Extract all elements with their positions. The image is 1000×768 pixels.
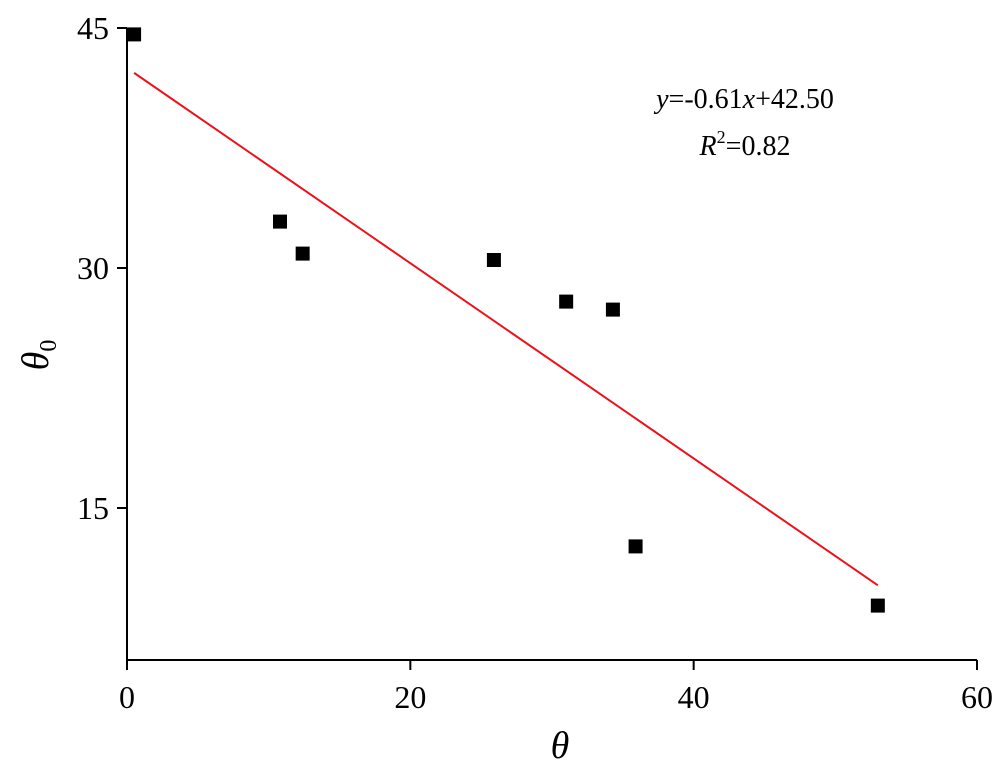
x-tick-label: 40 xyxy=(678,679,710,715)
data-point-4 xyxy=(486,253,501,267)
y-axis-label-main: θ xyxy=(15,352,57,371)
svg-text:θ0: θ0 xyxy=(15,340,62,371)
data-point-8 xyxy=(870,598,885,613)
x-tick-label: 0 xyxy=(119,679,135,715)
fit-line-group xyxy=(133,72,879,587)
y-tick-label: 45 xyxy=(77,10,109,46)
data-point-5 xyxy=(559,294,574,309)
x-axis-label: θ xyxy=(551,725,570,767)
data-points xyxy=(127,27,885,613)
data-point-1 xyxy=(127,27,142,42)
y-axis-label-sub: 0 xyxy=(36,340,62,352)
y-axis-label: θ0 xyxy=(15,340,62,371)
data-point-3 xyxy=(295,246,310,261)
x-tick-label: 60 xyxy=(961,679,993,715)
regression-line xyxy=(133,72,879,587)
y-tick-label: 15 xyxy=(77,490,109,526)
x-tick-label: 20 xyxy=(394,679,426,715)
fit-equation: y=-0.61x+42.50 xyxy=(653,84,834,115)
y-tick-label: 30 xyxy=(77,250,109,286)
r-squared: R2=0.82 xyxy=(699,127,791,162)
tick-labels: 0 20 40 60 15 30 45 xyxy=(77,10,993,715)
data-point-6 xyxy=(605,302,620,317)
data-point-7 xyxy=(628,539,643,554)
axes xyxy=(117,27,978,670)
data-point-2 xyxy=(273,214,287,229)
